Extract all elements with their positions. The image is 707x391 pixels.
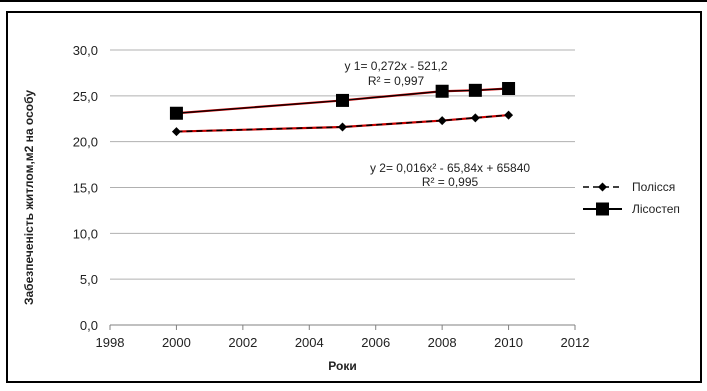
square-marker: [468, 83, 482, 97]
legend: Полісся Лісостеп: [583, 180, 680, 216]
y-tick-label: 5,0: [80, 272, 98, 287]
square-marker: [502, 82, 516, 95]
trend-equation-r1: R² = 0,997: [368, 74, 425, 88]
trend-equation-eq2: y 2= 0,016x² - 65,84x + 65840: [370, 161, 530, 175]
chart-border: [6, 11, 702, 383]
square-marker: [336, 93, 349, 107]
y-tick-label: 15,0: [73, 181, 98, 196]
diamond-marker: [171, 127, 181, 137]
x-tick-label: 2010: [494, 335, 523, 350]
y-tick-label: 25,0: [73, 89, 98, 104]
data-series: [169, 82, 516, 137]
x-tick-label: 2002: [228, 335, 257, 350]
diamond-marker: [470, 113, 480, 123]
legend-label: Лісостеп: [632, 202, 680, 216]
x-tick-label: 2006: [361, 335, 390, 350]
diamond-marker: [437, 116, 447, 126]
square-marker: [435, 84, 449, 98]
axes: 0,0 5,0 10,0 15,0 20,0 25,0 30,0 1998 2000 2002 20…: [73, 43, 590, 350]
x-tick-label: 2012: [561, 335, 590, 350]
x-tick-label: 1998: [96, 335, 125, 350]
x-tick-label: 2000: [162, 335, 191, 350]
square-marker: [169, 106, 183, 120]
x-tick-label: 2008: [428, 335, 457, 350]
diamond-marker: [504, 110, 514, 120]
diamond-marker: [338, 122, 347, 132]
y-tick-label: 30,0: [73, 43, 98, 58]
y-tick-label: 20,0: [73, 135, 98, 150]
legend-square-marker: [596, 202, 609, 216]
trend-equation-eq1: y 1= 0,272x - 521,2: [344, 59, 447, 73]
legend-label: Полісся: [632, 180, 675, 194]
x-tick-label: 2004: [295, 335, 324, 350]
y-axis-title: Забезпеченість житлом,м2 на особу: [22, 90, 36, 305]
y-tick-label: 10,0: [73, 226, 98, 241]
y-tick-label: 0,0: [80, 318, 98, 333]
legend-diamond-marker: [598, 182, 607, 192]
trend-equation-r2: R² = 0,995: [422, 175, 479, 189]
trend-annotations: y 1= 0,272x - 521,2R² = 0,997 y 2= 0,016x…: [344, 59, 530, 189]
x-axis-title: Роки: [328, 359, 356, 373]
